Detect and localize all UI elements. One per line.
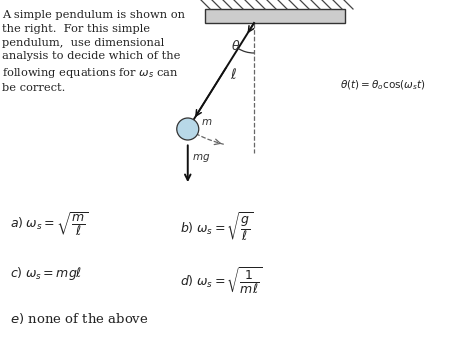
Text: $e)$ none of the above: $e)$ none of the above <box>10 311 148 325</box>
Bar <box>205 9 345 23</box>
Text: $m$: $m$ <box>201 117 213 127</box>
Text: $\theta$: $\theta$ <box>231 40 241 53</box>
Text: $a)\;\omega_s = \sqrt{\dfrac{m}{\ell}}$: $a)\;\omega_s = \sqrt{\dfrac{m}{\ell}}$ <box>10 211 89 238</box>
Text: $\ell$: $\ell$ <box>230 67 237 81</box>
Text: A simple pendulum is shown on
the right.  For this simple
pendulum,  use dimensi: A simple pendulum is shown on the right.… <box>3 10 185 93</box>
Text: $b)\;\omega_s = \sqrt{\dfrac{g}{\ell}}$: $b)\;\omega_s = \sqrt{\dfrac{g}{\ell}}$ <box>180 211 253 243</box>
Text: $d)\;\omega_s = \sqrt{\dfrac{1}{m\ell}}$: $d)\;\omega_s = \sqrt{\dfrac{1}{m\ell}}$ <box>180 266 262 296</box>
Text: $\theta(t)=\theta_o\cos(\omega_s t)$: $\theta(t)=\theta_o\cos(\omega_s t)$ <box>340 78 426 92</box>
Circle shape <box>177 118 199 140</box>
Text: $mg$: $mg$ <box>192 152 210 164</box>
Text: $c)\;\omega_s = mg\ell$: $c)\;\omega_s = mg\ell$ <box>10 266 82 283</box>
